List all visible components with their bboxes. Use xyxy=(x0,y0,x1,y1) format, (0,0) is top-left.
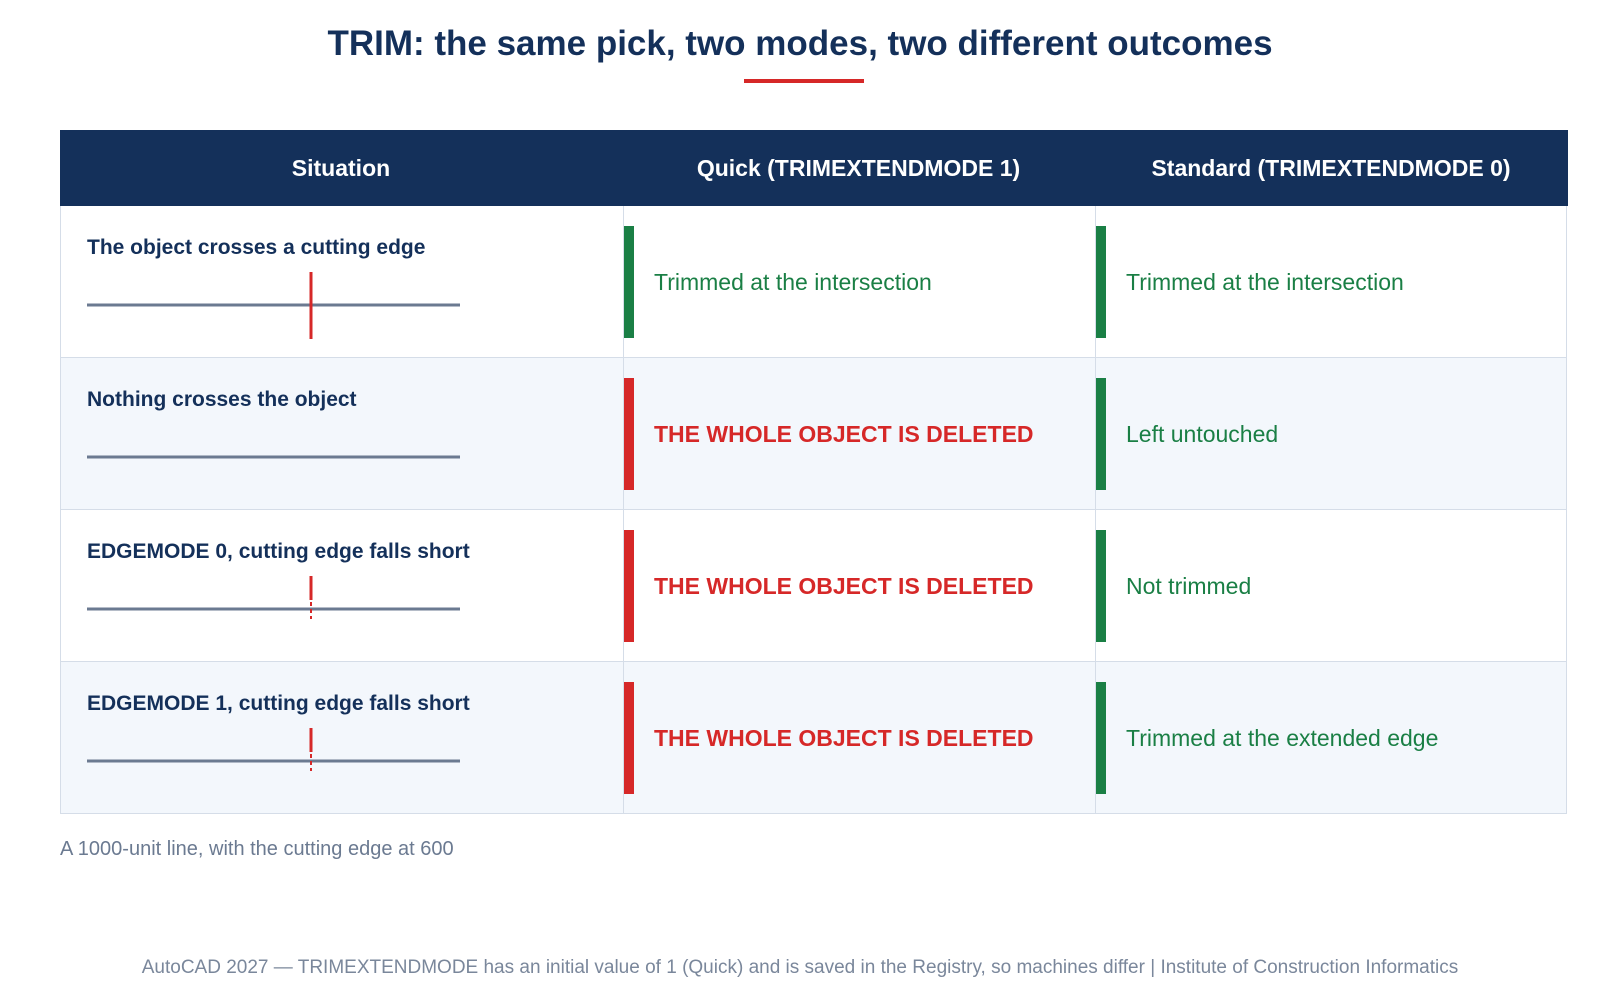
quick-outcome-text: Trimmed at the intersection xyxy=(654,268,932,295)
standard-outcome-cell: Left untouched xyxy=(1096,358,1566,509)
page-title: TRIM: the same pick, two modes, two diff… xyxy=(327,24,1273,63)
situation-label: The object crosses a cutting edge xyxy=(87,236,426,259)
standard-outcome-cell: Not trimmed xyxy=(1096,510,1566,661)
situation-label: EDGEMODE 0, cutting edge falls short xyxy=(87,540,470,563)
status-bar xyxy=(1096,530,1106,642)
table-caption: A 1000-unit line, with the cutting edge … xyxy=(60,838,454,860)
quick-outcome-text: THE WHOLE OBJECT IS DELETED xyxy=(654,420,1034,447)
status-bar xyxy=(624,530,634,642)
situation-label: Nothing crosses the object xyxy=(87,388,357,411)
situation-cell: The object crosses a cutting edge xyxy=(61,206,624,357)
situation-label: EDGEMODE 1, cutting edge falls short xyxy=(87,692,470,715)
status-bar xyxy=(1096,378,1106,490)
situation-cell: EDGEMODE 1, cutting edge falls short xyxy=(61,662,624,813)
table-row: EDGEMODE 0, cutting edge falls short THE… xyxy=(61,510,1566,662)
situation-cell: Nothing crosses the object xyxy=(61,358,624,509)
footer-note: AutoCAD 2027 — TRIMEXTENDMODE has an ini… xyxy=(141,957,1459,978)
quick-outcome-text: THE WHOLE OBJECT IS DELETED xyxy=(654,572,1034,599)
title-underline xyxy=(744,79,864,83)
quick-outcome-cell: THE WHOLE OBJECT IS DELETED xyxy=(624,358,1096,509)
standard-outcome-text: Left untouched xyxy=(1126,420,1279,447)
table-header: Situation Quick (TRIMEXTENDMODE 1) Stand… xyxy=(59,130,1568,206)
standard-outcome-cell: Trimmed at the intersection xyxy=(1096,206,1566,357)
header-situation: Situation xyxy=(291,154,391,181)
status-bar xyxy=(624,226,634,338)
line-no-edge-diagram xyxy=(87,455,460,459)
quick-outcome-cell: THE WHOLE OBJECT IS DELETED xyxy=(624,662,1096,813)
status-bar xyxy=(624,682,634,794)
table-row: The object crosses a cutting edge Trimme… xyxy=(61,206,1566,358)
status-bar xyxy=(1096,682,1106,794)
header-standard: Standard (TRIMEXTENDMODE 0) xyxy=(1151,154,1511,181)
situation-cell: EDGEMODE 0, cutting edge falls short xyxy=(61,510,624,661)
line-crossing-edge-diagram xyxy=(87,272,460,339)
standard-outcome-text: Trimmed at the extended edge xyxy=(1126,724,1439,751)
comparison-table: Situation Quick (TRIMEXTENDMODE 1) Stand… xyxy=(59,130,1568,814)
line-short-edge-extended-diagram xyxy=(87,728,460,771)
standard-outcome-text: Not trimmed xyxy=(1126,572,1252,599)
status-bar xyxy=(1096,226,1106,338)
standard-outcome-cell: Trimmed at the extended edge xyxy=(1096,662,1566,813)
quick-outcome-cell: THE WHOLE OBJECT IS DELETED xyxy=(624,510,1096,661)
quick-outcome-cell: Trimmed at the intersection xyxy=(624,206,1096,357)
line-short-edge-diagram xyxy=(87,576,460,619)
quick-outcome-text: THE WHOLE OBJECT IS DELETED xyxy=(654,724,1034,751)
header-quick: Quick (TRIMEXTENDMODE 1) xyxy=(696,154,1021,181)
standard-outcome-text: Trimmed at the intersection xyxy=(1126,268,1404,295)
table-row: Nothing crosses the object THE WHOLE OBJ… xyxy=(61,358,1566,510)
table-row: EDGEMODE 1, cutting edge falls short THE… xyxy=(61,662,1566,814)
status-bar xyxy=(624,378,634,490)
